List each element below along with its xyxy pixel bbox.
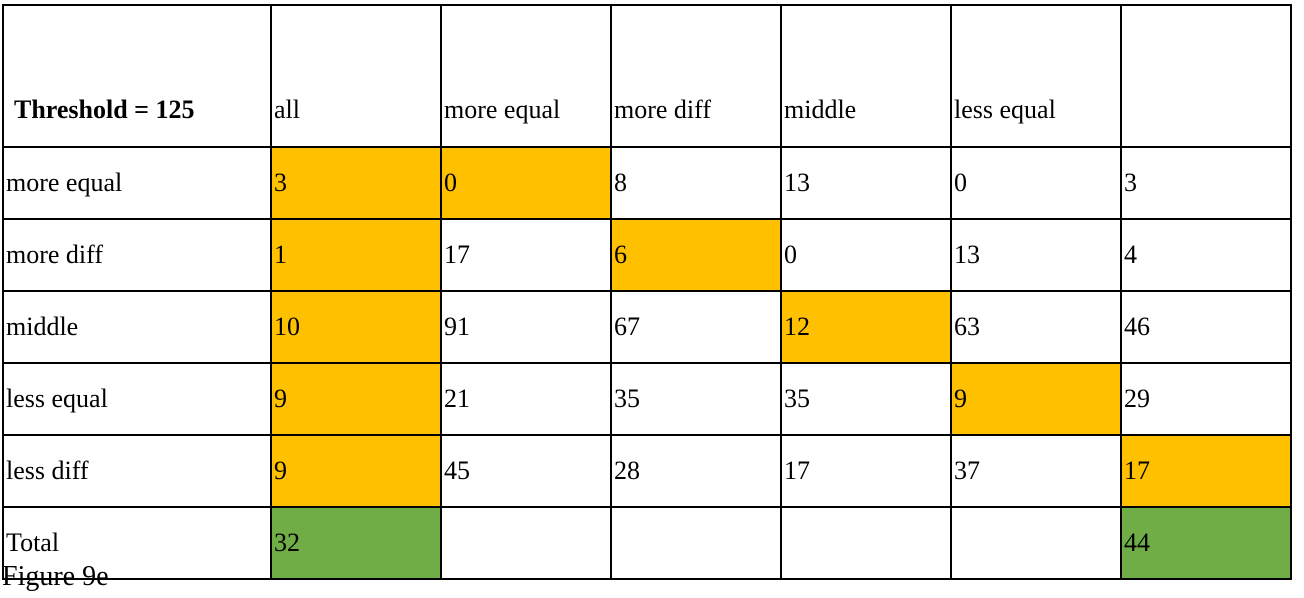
table-cell: 12	[780, 290, 952, 364]
table-row: less diff 9 45 28 17 37 17	[2, 434, 1292, 508]
table-cell: 37	[950, 434, 1122, 508]
table-cell: 6	[610, 218, 782, 292]
header-row: Threshold = 125 all more equal more diff…	[2, 4, 1292, 148]
table-cell: 28	[610, 434, 782, 508]
table-cell: 46	[1120, 290, 1292, 364]
figure-caption: Figure 9e	[2, 561, 109, 592]
table-cell: 17	[440, 218, 612, 292]
column-header-more-equal: more equal	[440, 4, 612, 148]
row-label: more equal	[2, 146, 272, 220]
table-cell: 3	[270, 146, 442, 220]
column-header-less-equal: less equal	[950, 4, 1122, 148]
table-cell: 35	[780, 362, 952, 436]
table-cell: 9	[270, 362, 442, 436]
table-cell: 13	[780, 146, 952, 220]
table-cell: 17	[1120, 434, 1292, 508]
table-cell: 44	[1120, 506, 1292, 580]
table-cell: 0	[780, 218, 952, 292]
table-cell	[440, 506, 612, 580]
table-cell: 32	[270, 506, 442, 580]
table-cell: 45	[440, 434, 612, 508]
table-cell: 3	[1120, 146, 1292, 220]
table-cell	[610, 506, 782, 580]
table-cell: 91	[440, 290, 612, 364]
table-cell: 21	[440, 362, 612, 436]
table-cell: 67	[610, 290, 782, 364]
table-cell: 9	[270, 434, 442, 508]
table-cell: 8	[610, 146, 782, 220]
table-cell: 1	[270, 218, 442, 292]
table-cell: 4	[1120, 218, 1292, 292]
threshold-header-cell: Threshold = 125	[2, 4, 272, 148]
table-cell	[950, 506, 1122, 580]
table-row: middle 10 91 67 12 63 46	[2, 290, 1292, 364]
table-row: more equal 3 0 8 13 0 3	[2, 146, 1292, 220]
table-row: more diff 1 17 6 0 13 4	[2, 218, 1292, 292]
table-cell: 63	[950, 290, 1122, 364]
results-table: Threshold = 125 all more equal more diff…	[2, 4, 1292, 580]
table-cell: 35	[610, 362, 782, 436]
table-cell: 0	[950, 146, 1122, 220]
table-cell: 29	[1120, 362, 1292, 436]
column-header-middle: middle	[780, 4, 952, 148]
table-cell: 17	[780, 434, 952, 508]
table-cell: 10	[270, 290, 442, 364]
table-cell	[780, 506, 952, 580]
row-label: Total	[2, 506, 272, 580]
row-label: less diff	[2, 434, 272, 508]
table-cell: 9	[950, 362, 1122, 436]
total-row: Total 32 44	[2, 506, 1292, 580]
column-header-blank	[1120, 4, 1292, 148]
table-cell: 0	[440, 146, 612, 220]
column-header-more-diff: more diff	[610, 4, 782, 148]
row-label: less equal	[2, 362, 272, 436]
row-label: more diff	[2, 218, 272, 292]
table-cell: 13	[950, 218, 1122, 292]
row-label: middle	[2, 290, 272, 364]
table-row: less equal 9 21 35 35 9 29	[2, 362, 1292, 436]
column-header-all: all	[270, 4, 442, 148]
